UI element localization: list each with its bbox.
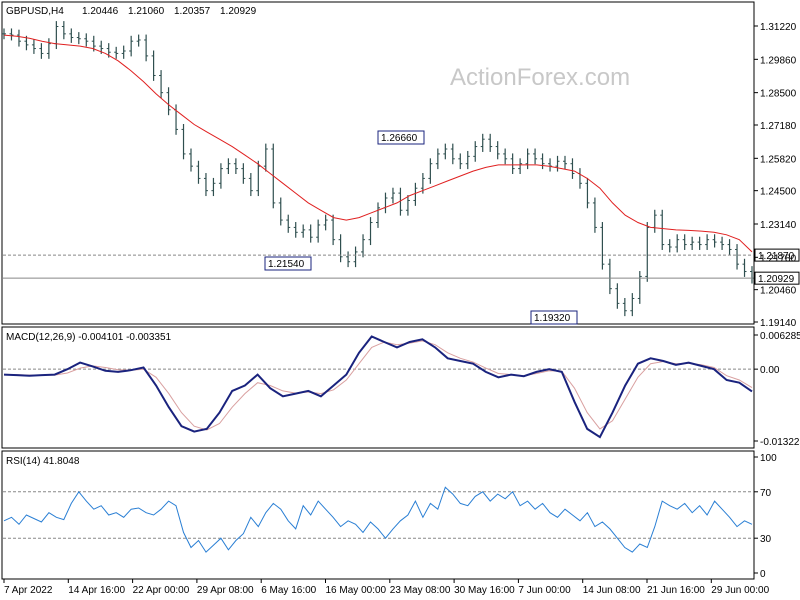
price-annotation-box — [530, 310, 578, 325]
xtick-label: 30 May 16:00 — [454, 585, 515, 596]
price-ytick-label: 1.25820 — [760, 154, 797, 165]
xtick-label: 23 May 08:00 — [390, 585, 451, 596]
price-ytick-label: 1.19140 — [760, 318, 797, 329]
watermark: ActionForex.com — [450, 64, 630, 91]
price-ytick-label: 1.29860 — [760, 55, 797, 66]
rsi-ytick-label: 70 — [760, 488, 772, 499]
high-value: 1.21060 — [128, 6, 165, 17]
chart-header: GBPUSD,H4 1.20446 1.21060 1.20357 1.2092… — [6, 6, 257, 17]
rsi-ytick-label: 0 — [760, 569, 766, 580]
price-annotation-label: 1.26660 — [381, 133, 418, 144]
price-ytick-label: 1.23140 — [760, 220, 797, 231]
symbol-label: GBPUSD,H4 — [6, 6, 64, 17]
macd-title: MACD(12,26,9) -0.004101 -0.003351 — [6, 332, 172, 343]
price-annotation-label: 1.19320 — [534, 313, 571, 324]
price-ytick-label: 1.21780 — [760, 253, 797, 264]
price-level-box — [754, 271, 800, 285]
rsi-title: RSI(14) 41.8048 — [6, 456, 80, 467]
price-ytick-label: 1.27180 — [760, 121, 797, 132]
xtick-label: 14 Jun 08:00 — [583, 585, 641, 596]
macd-ytick-label: -0.013223 — [760, 437, 800, 448]
xtick-label: 29 Jun 00:00 — [711, 585, 769, 596]
macd-line — [3, 335, 753, 439]
xtick-label: 14 Apr 16:00 — [68, 585, 125, 596]
rsi-line — [3, 486, 753, 553]
xtick-label: 7 Jun 00:00 — [518, 585, 571, 596]
price-ytick-label: 1.31220 — [760, 22, 797, 33]
xtick-label: 22 Apr 00:00 — [133, 585, 190, 596]
low-value: 1.20357 — [174, 6, 211, 17]
rsi-ytick-label: 100 — [760, 453, 777, 464]
price-ytick-label: 1.24500 — [760, 187, 797, 198]
price-annotation-label: 1.21540 — [268, 259, 305, 270]
macd-layer — [3, 335, 753, 439]
price-ytick-label: 1.28500 — [760, 89, 797, 100]
macd-ytick-label: 0.006285 — [760, 331, 800, 342]
moving-average-line — [3, 34, 753, 253]
xtick-label: 6 May 16:00 — [261, 585, 316, 596]
price-level-label: 1.20929 — [758, 274, 795, 285]
price-annotation-box — [377, 130, 425, 145]
open-value: 1.20446 — [82, 6, 119, 17]
rsi-ytick-label: 30 — [760, 534, 772, 545]
xtick-label: 7 Apr 2022 — [4, 585, 53, 596]
xtick-label: 21 Jun 16:00 — [647, 585, 705, 596]
macd-ytick-label: 0.00 — [760, 365, 780, 376]
axis-layer: 1.21870 1.20929 1.31220 1.29860 1.28500 1.271… — [3, 22, 800, 596]
macd-panel-frame — [1, 326, 755, 449]
xtick-label: 29 Apr 08:00 — [197, 585, 254, 596]
price-annotation-box — [264, 256, 312, 271]
xtick-label: 16 May 00:00 — [326, 585, 387, 596]
price-ytick-label: 1.20460 — [760, 286, 797, 297]
price-level-box — [754, 248, 800, 262]
rsi-layer — [3, 486, 753, 553]
price-layer: 1.26660 1.21540 1.19320 — [2, 21, 754, 325]
price-panel-frame — [1, 1, 755, 325]
price-level-label: 1.21870 — [758, 251, 795, 262]
rsi-panel-frame — [1, 450, 755, 580]
macd-signal-line — [4, 340, 753, 431]
close-value: 1.20929 — [220, 6, 257, 17]
